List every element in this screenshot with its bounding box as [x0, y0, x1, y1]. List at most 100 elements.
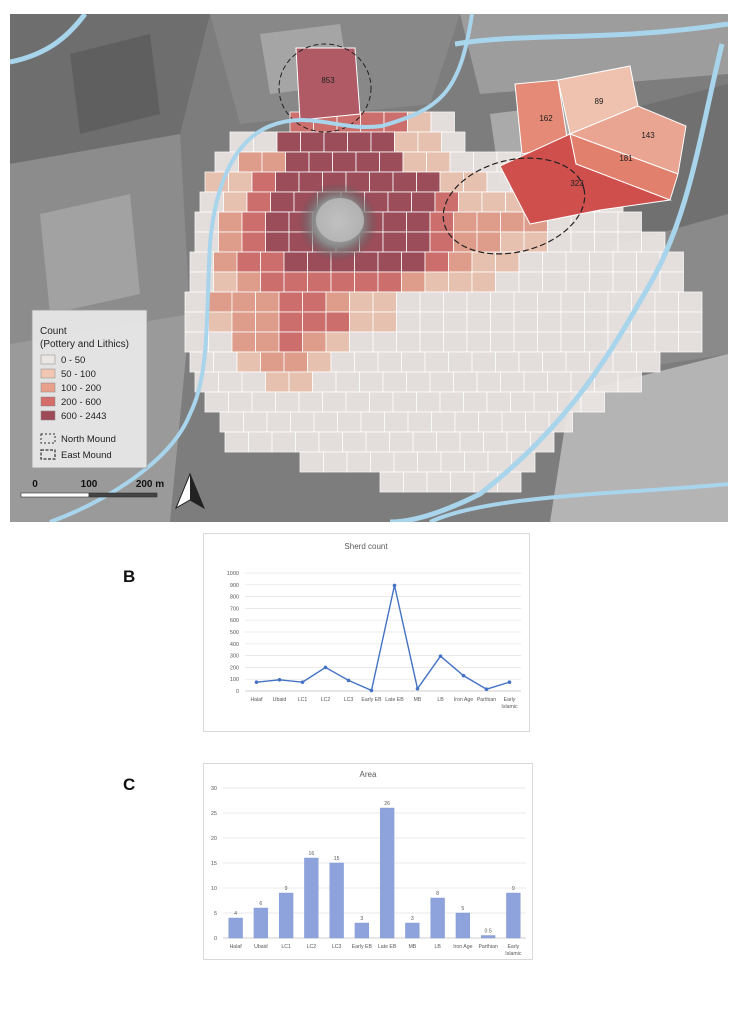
survey-cell: [424, 251, 449, 273]
survey-cell: [448, 251, 473, 273]
survey-cell: [617, 231, 642, 253]
survey-cell: [542, 271, 567, 293]
survey-cell: [228, 391, 253, 413]
survey-cell: [533, 391, 558, 413]
panel-label-c: C: [123, 775, 136, 794]
river-main: [10, 14, 87, 65]
x-tick-label: Islamic: [501, 704, 518, 710]
survey-cell: [478, 411, 503, 433]
survey-cell: [394, 131, 419, 153]
survey-cell: [510, 391, 535, 413]
survey-cell: [542, 351, 567, 373]
survey-cell: [523, 371, 548, 393]
survey-cell: [241, 211, 266, 233]
survey-cell: [580, 391, 605, 413]
survey-cell: [295, 431, 320, 453]
x-tick-label: Late EB: [385, 697, 404, 703]
survey-cell: [270, 191, 295, 213]
polygon-count-label: 323: [570, 179, 584, 188]
bar-data-label: 6: [259, 901, 262, 907]
survey-cell: [612, 351, 637, 373]
survey-cell: [330, 351, 355, 373]
y-tick-label: 5: [214, 911, 217, 917]
survey-cell: [547, 371, 572, 393]
bar-data-label: 4: [234, 911, 237, 917]
survey-cell: [224, 431, 249, 453]
x-tick-label: Early EB: [352, 944, 373, 950]
survey-cell: [641, 231, 666, 253]
survey-cell: [513, 331, 538, 353]
east-field-polygon-323: [499, 133, 672, 225]
survey-cell: [589, 251, 614, 273]
survey-cell: [288, 371, 313, 393]
survey-cell: [184, 291, 209, 313]
area-bar: [228, 917, 243, 939]
mound-summit: [298, 182, 378, 262]
survey-cell: [513, 311, 538, 333]
survey-cell: [218, 371, 243, 393]
survey-cell: [243, 411, 268, 433]
x-tick-label: Iron Age: [453, 944, 472, 950]
survey-cell: [354, 351, 379, 373]
survey-cell: [255, 311, 280, 333]
survey-cell: [412, 431, 437, 453]
survey-cell: [260, 251, 285, 273]
sherd-point: [346, 678, 351, 683]
x-tick-label: LC3: [332, 944, 342, 950]
survey-cell: [654, 311, 679, 333]
survey-cell: [379, 151, 404, 173]
survey-cell: [261, 151, 286, 173]
legend-north-mound: North Mound: [61, 434, 116, 445]
survey-cell: [448, 351, 473, 373]
survey-cell: [271, 431, 296, 453]
survey-cell: [458, 191, 483, 213]
legend-class-label: 50 - 100: [61, 369, 96, 380]
x-tick-label: Halaf: [250, 697, 263, 703]
x-tick-label: Ubaid: [254, 944, 268, 950]
river-west: [49, 14, 474, 522]
survey-cell: [307, 271, 332, 293]
river-bottom: [429, 482, 728, 522]
survey-cell: [377, 351, 402, 373]
y-tick-label: 0: [214, 936, 217, 942]
survey-cell: [323, 131, 348, 153]
y-tick-label: 500: [230, 630, 239, 636]
area-bar: [506, 892, 521, 939]
survey-cell: [219, 411, 244, 433]
bar-data-label: 9: [512, 886, 515, 892]
legend-swatch: [40, 396, 56, 407]
bar-data-label: 3: [411, 916, 414, 922]
survey-cell: [283, 271, 308, 293]
sherd-point: [300, 680, 305, 684]
survey-cell: [407, 411, 432, 433]
bar-data-label: 9: [285, 886, 288, 892]
area-bar: [253, 907, 269, 939]
survey-cell: [466, 291, 491, 313]
survey-cell: [500, 371, 525, 393]
survey-cell: [495, 251, 520, 273]
survey-cell: [396, 291, 421, 313]
bar-data-label: 0.5: [485, 929, 492, 935]
survey-cell: [501, 411, 526, 433]
area-bar: [480, 935, 496, 939]
x-tick-label: Parthian: [477, 697, 496, 703]
survey-cell: [335, 371, 360, 393]
survey-cell: [570, 231, 595, 253]
survey-cell: [355, 151, 380, 173]
survey-cell: [537, 291, 562, 313]
survey-cell: [678, 311, 703, 333]
area-bar: [278, 892, 294, 939]
survey-cell: [308, 151, 333, 173]
survey-cell: [401, 271, 426, 293]
survey-cell: [402, 151, 427, 173]
sherd-count-chart: Sherd count 0 100 200 300 400 500 600 700 800 900…: [203, 533, 530, 732]
north-mound-outline: [278, 43, 372, 133]
survey-cell: [318, 431, 343, 453]
survey-cell: [251, 391, 276, 413]
north-field-polygon: [295, 47, 361, 121]
sherd-point: [254, 680, 259, 684]
survey-cell: [228, 171, 253, 193]
survey-cell: [525, 411, 550, 433]
survey-cell: [392, 171, 417, 193]
extra-survey-polygons: [295, 47, 687, 225]
